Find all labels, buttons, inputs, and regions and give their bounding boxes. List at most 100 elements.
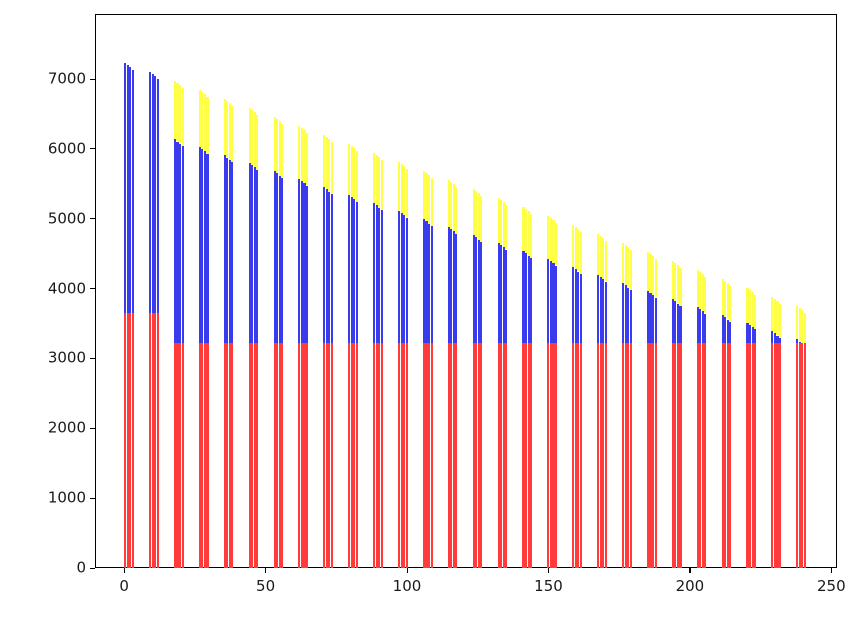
bar-segment-red — [273, 343, 276, 568]
bar-segment-yellow — [203, 94, 207, 152]
bar-segment-yellow — [622, 242, 625, 284]
bar-segment-yellow — [430, 177, 433, 226]
bar-segment-yellow — [554, 222, 558, 266]
bar-segment-red — [749, 343, 752, 568]
bar-segment-blue — [699, 309, 702, 344]
bar-segment-blue — [181, 145, 184, 344]
bar-segment-blue — [400, 213, 403, 344]
bar-segment-blue — [671, 299, 674, 344]
x-tick-mark — [548, 568, 550, 573]
bar-segment-red — [176, 343, 179, 568]
bar-segment-red — [129, 313, 132, 568]
bar-segment-red — [679, 343, 682, 568]
bar-segment-red — [721, 343, 724, 568]
bar-segment-blue — [348, 195, 351, 344]
bar-segment-red — [126, 313, 129, 568]
bar-segment-blue — [126, 65, 129, 313]
bar-segment-yellow — [179, 85, 182, 144]
bar-segment-blue — [776, 335, 779, 344]
y-tick-label: 5000 — [47, 209, 86, 228]
bar-segment-yellow — [524, 209, 528, 254]
bar-segment-red — [253, 343, 256, 568]
bar-segment-red — [527, 343, 530, 568]
bar-segment-red — [773, 343, 777, 568]
y-tick-label: 2000 — [47, 418, 86, 437]
bar-segment-blue — [405, 217, 408, 344]
bar-segment-yellow — [378, 157, 381, 208]
bar-segment-red — [278, 343, 281, 568]
bar-segment-yellow — [173, 80, 177, 140]
bar-segment-yellow — [400, 164, 403, 214]
bar-segment-red — [256, 343, 259, 568]
bar-segment-red — [422, 343, 425, 568]
bar-segment-yellow — [497, 197, 500, 244]
bar-segment-blue — [306, 185, 309, 344]
bar-segment-blue — [729, 321, 732, 344]
bar-segment-blue — [151, 74, 154, 313]
bar-segment-red — [348, 343, 351, 568]
bar-segment-yellow — [300, 128, 304, 182]
bar-segment-blue — [547, 259, 550, 344]
bar-segment-yellow — [549, 218, 552, 262]
bar-segment-yellow — [223, 98, 226, 156]
bar-segment-red — [149, 313, 152, 568]
bar-segment-yellow — [646, 251, 649, 292]
bar-segment-red — [574, 343, 577, 568]
bar-segment-blue — [701, 311, 704, 344]
bar-segment-yellow — [281, 123, 284, 178]
bar-segment-red — [226, 343, 229, 568]
bar-segment-red — [497, 343, 500, 568]
bar-segment-yellow — [729, 285, 732, 322]
bar-segment-red — [355, 343, 358, 568]
bar-segment-yellow — [696, 269, 699, 308]
bar-segment-yellow — [500, 200, 503, 246]
bar-segment-red — [505, 343, 508, 568]
bar-segment-blue — [602, 279, 605, 344]
bar-segment-yellow — [649, 254, 652, 294]
bar-segment-blue — [549, 261, 552, 344]
bar-segment-red — [131, 313, 134, 568]
bar-segment-red — [430, 343, 433, 568]
bar-segment-red — [699, 343, 702, 568]
x-tick-mark — [406, 568, 408, 573]
bar-segment-red — [375, 343, 378, 568]
bar-segment-red — [298, 343, 301, 568]
y-tick-label: 6000 — [47, 139, 86, 158]
bar-segment-yellow — [724, 281, 727, 318]
bar-segment-red — [522, 343, 525, 568]
bar-segment-yellow — [455, 186, 458, 234]
bar-segment-red — [477, 343, 480, 568]
bar-segment-yellow — [751, 292, 754, 328]
bar-segment-yellow — [176, 83, 179, 142]
bar-segment-red — [729, 343, 732, 568]
bar-segment-red — [801, 343, 804, 568]
bar-segment-red — [602, 343, 605, 568]
bar-segment-yellow — [547, 215, 550, 260]
bar-segment-red — [704, 343, 707, 568]
bar-segment-yellow — [654, 258, 657, 298]
bar-segment-red — [397, 343, 401, 568]
bar-segment-red — [405, 343, 408, 568]
bar-segment-yellow — [181, 87, 184, 146]
bar-segment-red — [530, 343, 533, 568]
x-tick-mark — [265, 568, 267, 573]
bar-segment-blue — [378, 207, 381, 344]
bar-segment-blue — [554, 265, 558, 344]
bar-segment-blue — [447, 227, 450, 344]
bar-segment-blue — [176, 141, 179, 344]
bar-segment-blue — [455, 233, 458, 344]
bar-segment-blue — [278, 175, 281, 344]
bar-segment-blue — [380, 209, 383, 344]
bar-segment-red — [604, 343, 607, 568]
bar-segment-yellow — [303, 130, 306, 184]
bar-segment-yellow — [403, 166, 406, 216]
bar-segment-blue — [154, 76, 157, 313]
bar-segment-yellow — [425, 173, 428, 222]
bar-segment-blue — [300, 181, 304, 344]
y-tick-mark — [90, 148, 95, 150]
bar-segment-blue — [649, 293, 652, 344]
bar-segment-yellow — [306, 132, 309, 186]
bar-segment-red — [380, 343, 383, 568]
bar-segment-yellow — [579, 231, 582, 274]
